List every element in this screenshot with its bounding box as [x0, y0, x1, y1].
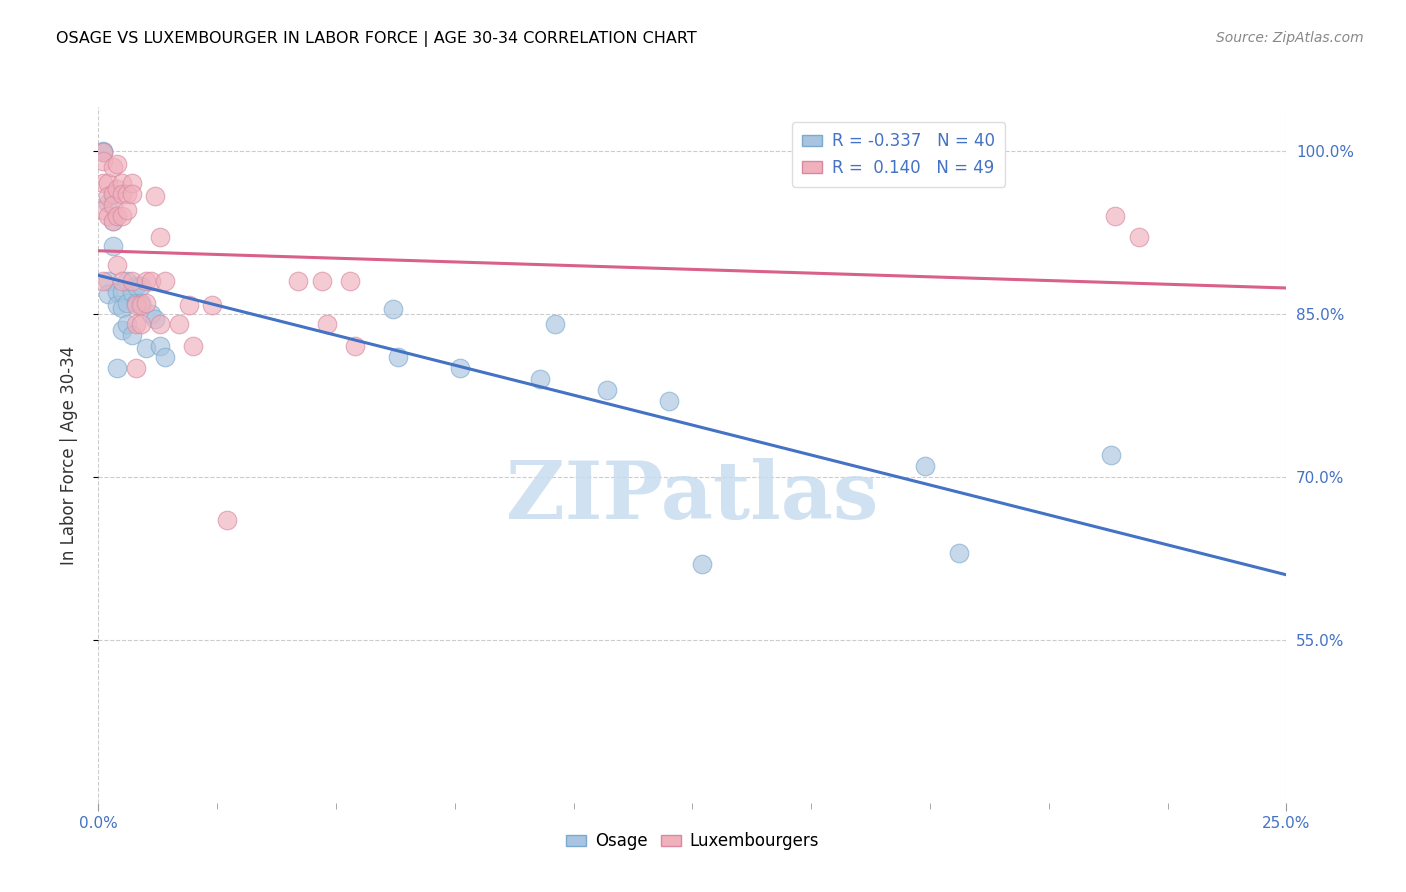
Point	[97, 176, 120, 190]
Point	[125, 361, 148, 376]
Point	[125, 279, 148, 293]
Point	[145, 189, 167, 203]
Point	[529, 372, 551, 386]
Point	[125, 318, 148, 332]
Point	[107, 258, 129, 272]
Point	[129, 295, 152, 310]
Point	[97, 274, 120, 288]
Point	[107, 298, 129, 312]
Point	[543, 318, 565, 332]
Point	[101, 187, 124, 202]
Point	[153, 274, 176, 288]
Point	[97, 195, 120, 210]
Point	[101, 187, 124, 202]
Point	[111, 323, 134, 337]
Point	[111, 285, 134, 299]
Point	[121, 285, 143, 299]
Point	[121, 328, 143, 343]
Point	[339, 274, 361, 288]
Point	[149, 339, 172, 353]
Point	[111, 301, 134, 315]
Text: Source: ZipAtlas.com: Source: ZipAtlas.com	[1216, 31, 1364, 45]
Point	[111, 176, 134, 190]
Point	[115, 318, 138, 332]
Point	[97, 189, 120, 203]
Point	[1104, 209, 1126, 223]
Point	[107, 209, 129, 223]
Y-axis label: In Labor Force | Age 30-34: In Labor Force | Age 30-34	[59, 345, 77, 565]
Point	[914, 458, 936, 473]
Point	[145, 312, 167, 326]
Point	[311, 274, 333, 288]
Point	[382, 302, 405, 317]
Point	[115, 187, 138, 202]
Point	[315, 318, 337, 332]
Point	[115, 274, 138, 288]
Point	[101, 187, 124, 202]
Point	[129, 279, 152, 293]
Point	[125, 295, 148, 310]
Point	[201, 298, 224, 312]
Point	[91, 176, 114, 190]
Point	[101, 198, 124, 212]
Point	[121, 274, 143, 288]
Point	[107, 181, 129, 195]
Point	[449, 361, 471, 376]
Point	[107, 156, 129, 170]
Point	[97, 287, 120, 301]
Point	[111, 209, 134, 223]
Point	[183, 339, 205, 353]
Point	[115, 295, 138, 310]
Point	[111, 274, 134, 288]
Legend: Osage, Luxembourgers: Osage, Luxembourgers	[560, 826, 825, 857]
Point	[107, 285, 129, 299]
Point	[91, 145, 114, 159]
Point	[101, 160, 124, 174]
Point	[111, 187, 134, 202]
Point	[215, 513, 238, 527]
Point	[135, 295, 157, 310]
Text: OSAGE VS LUXEMBOURGER IN LABOR FORCE | AGE 30-34 CORRELATION CHART: OSAGE VS LUXEMBOURGER IN LABOR FORCE | A…	[56, 31, 697, 47]
Point	[690, 557, 713, 571]
Point	[115, 203, 138, 218]
Point	[135, 342, 157, 356]
Point	[287, 274, 309, 288]
Point	[387, 350, 409, 364]
Point	[91, 203, 114, 218]
Point	[125, 298, 148, 312]
Point	[91, 144, 114, 158]
Point	[167, 318, 190, 332]
Point	[91, 154, 114, 169]
Point	[177, 298, 200, 312]
Point	[596, 383, 619, 397]
Point	[121, 176, 143, 190]
Point	[658, 393, 681, 408]
Point	[139, 274, 162, 288]
Point	[121, 187, 143, 202]
Point	[344, 339, 367, 353]
Point	[91, 145, 114, 159]
Point	[129, 318, 152, 332]
Point	[97, 209, 120, 223]
Point	[948, 546, 970, 560]
Point	[101, 214, 124, 228]
Point	[153, 350, 176, 364]
Point	[101, 214, 124, 228]
Point	[91, 274, 114, 288]
Point	[139, 307, 162, 321]
Point	[129, 298, 152, 312]
Point	[149, 230, 172, 244]
Point	[107, 361, 129, 376]
Text: ZIPatlas: ZIPatlas	[506, 458, 879, 536]
Point	[101, 239, 124, 253]
Point	[135, 274, 157, 288]
Point	[1128, 230, 1150, 244]
Point	[149, 318, 172, 332]
Point	[1099, 448, 1122, 462]
